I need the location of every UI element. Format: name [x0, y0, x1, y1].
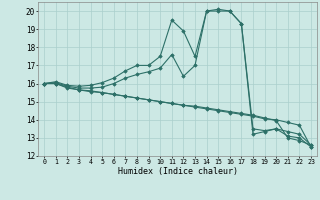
X-axis label: Humidex (Indice chaleur): Humidex (Indice chaleur) — [118, 167, 238, 176]
